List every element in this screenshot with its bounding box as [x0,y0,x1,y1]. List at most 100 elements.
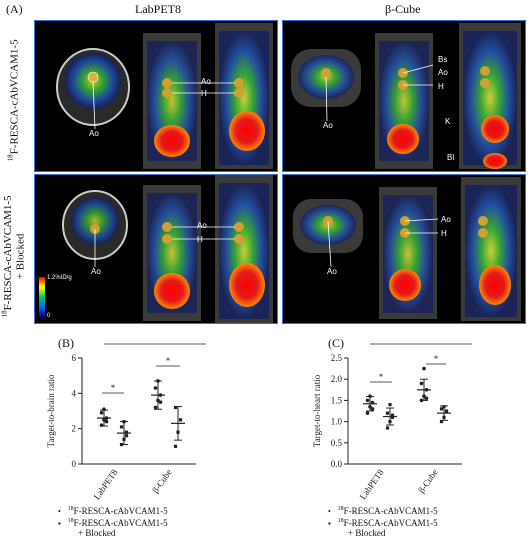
data-point [178,418,183,422]
y-tick-label: 0.0 [331,459,343,469]
colorbar [39,277,45,317]
data-point [173,444,178,448]
data-point [385,426,390,430]
x-tick-label: LabPET8 [92,467,120,500]
data-point [153,386,158,390]
significance-star: * [419,340,424,344]
data-point [390,413,395,417]
y-tick-label: 2.0 [331,374,343,384]
label-k: K [445,117,451,126]
y-tick-label: 2 [72,424,77,434]
y-tick-label: 0 [72,459,77,469]
scan-image-beta-cube-row2 [293,177,521,321]
x-tick-label: β-Cube [416,467,439,495]
legend-c: • 18F-RESCA-cAbVCAM1-5 ▪ 18F-RESCA-cAbVC… [328,506,438,538]
data-point [422,394,426,398]
col-title-labpet8: LabPET8 [135,2,181,16]
data-point [104,419,109,424]
data-point [156,398,160,403]
data-point [370,407,375,411]
label-bl: Bl [447,153,455,162]
label-ao: Ao [89,129,99,138]
data-point [124,434,129,438]
scan-labpet8-row1: Ao Ao H [34,20,278,172]
legend-item-1: • 18F-RESCA-cAbVCAM1-5 [58,506,168,516]
panel-a-label: (A) [6,2,23,16]
x-tick-label: β-Cube [150,467,173,495]
colorbar-max-label: 1.2%ID/g [47,275,72,281]
legend-item-2-suffix: + Blocked [348,528,386,538]
scan-beta-cube-row1: Ao Bs Ao H K Bl [282,20,526,172]
data-point [368,404,372,409]
panel-c-label: (C) [328,336,344,350]
chart-target-to-heart: 0.0 0.5 1.0 1.5 2.0 2.5 Target-to-heart ratio L… [312,340,472,500]
y-axis-label: Target-to-brain ratio [46,374,56,447]
label-h: H [441,229,447,238]
data-point [424,396,429,401]
label-ao: Ao [327,267,337,276]
panel-b-label: (B) [58,336,74,350]
legend-item-2-suffix: + Blocked [78,528,116,538]
y-tick-label: 1.0 [331,417,343,427]
y-tick-label: 4 [72,388,77,398]
data-point [158,393,163,397]
significance-star: * [379,372,384,382]
label-h: H [197,235,203,244]
data-point [385,411,390,415]
data-point [156,379,160,383]
data-point [122,420,126,424]
data-point [419,381,424,386]
scan-labpet8-row2: Ao Ao H 1.2%ID/g 0 [34,174,278,324]
data-point [419,398,424,403]
scan-image-labpet8-row1 [56,23,273,169]
label-h: H [438,82,444,91]
legend-item-1: • 18F-RESCA-cAbVCAM1-5 [328,506,438,516]
y-axis-label: Target-to-heart ratio [312,374,322,447]
y-tick-label: 6 [72,353,77,363]
colorbar-min-label: 0 [47,313,51,319]
data-point [388,420,392,424]
label-ao: Ao [91,267,101,276]
label-bs: Bs [438,55,448,64]
data-point [444,409,449,413]
y-tick-label: 0.5 [331,438,343,448]
label-ao: Ao [441,215,451,224]
data-point [390,415,395,419]
data-point [102,407,106,412]
data-point [439,420,444,424]
data-point [176,430,180,434]
label-ao: Ao [323,121,333,130]
label-ao: Ao [201,77,211,86]
data-point [388,403,392,407]
label-ao: Ao [438,68,448,77]
scan-image-labpet8-row2 [39,175,273,323]
data-point [124,430,129,434]
data-point [102,418,106,422]
y-tick-label: 1.5 [331,395,343,405]
data-point [365,398,370,403]
x-tick-label: LabPET8 [358,467,386,500]
col-title-beta-cube: β-Cube [385,2,421,16]
data-point [442,415,446,419]
row2-label: 18F-RESCA-cAbVCAM1-5 + Blocked [0,195,27,318]
data-point [153,405,158,410]
significance-star: * [166,356,171,366]
data-point [439,407,444,411]
scan-image-beta-cube-row1 [291,23,521,169]
data-point [104,416,109,420]
significance-star: * [111,383,116,393]
significance-star: * [153,340,158,344]
scan-beta-cube-row2: Ao Ao H [282,174,526,324]
legend-item-2: ▪ 18F-RESCA-cAbVCAM1-5 [328,518,438,528]
legend-b: • 18F-RESCA-cAbVCAM1-5 ▪ 18F-RESCA-cAbVC… [58,506,168,538]
data-point [119,425,124,429]
data-point [158,400,163,404]
data-point [119,442,124,447]
data-point [422,366,426,371]
data-point [442,405,446,409]
data-point [122,437,126,441]
y-tick-label: 2.5 [331,353,343,363]
label-h: H [201,89,207,98]
data-point [370,400,375,405]
data-point [99,410,104,415]
